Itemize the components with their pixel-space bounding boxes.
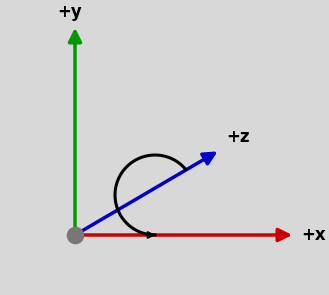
Text: +z: +z [226,128,249,146]
Point [72,233,78,237]
Text: +x: +x [301,226,326,244]
Text: +y: +y [57,3,82,21]
